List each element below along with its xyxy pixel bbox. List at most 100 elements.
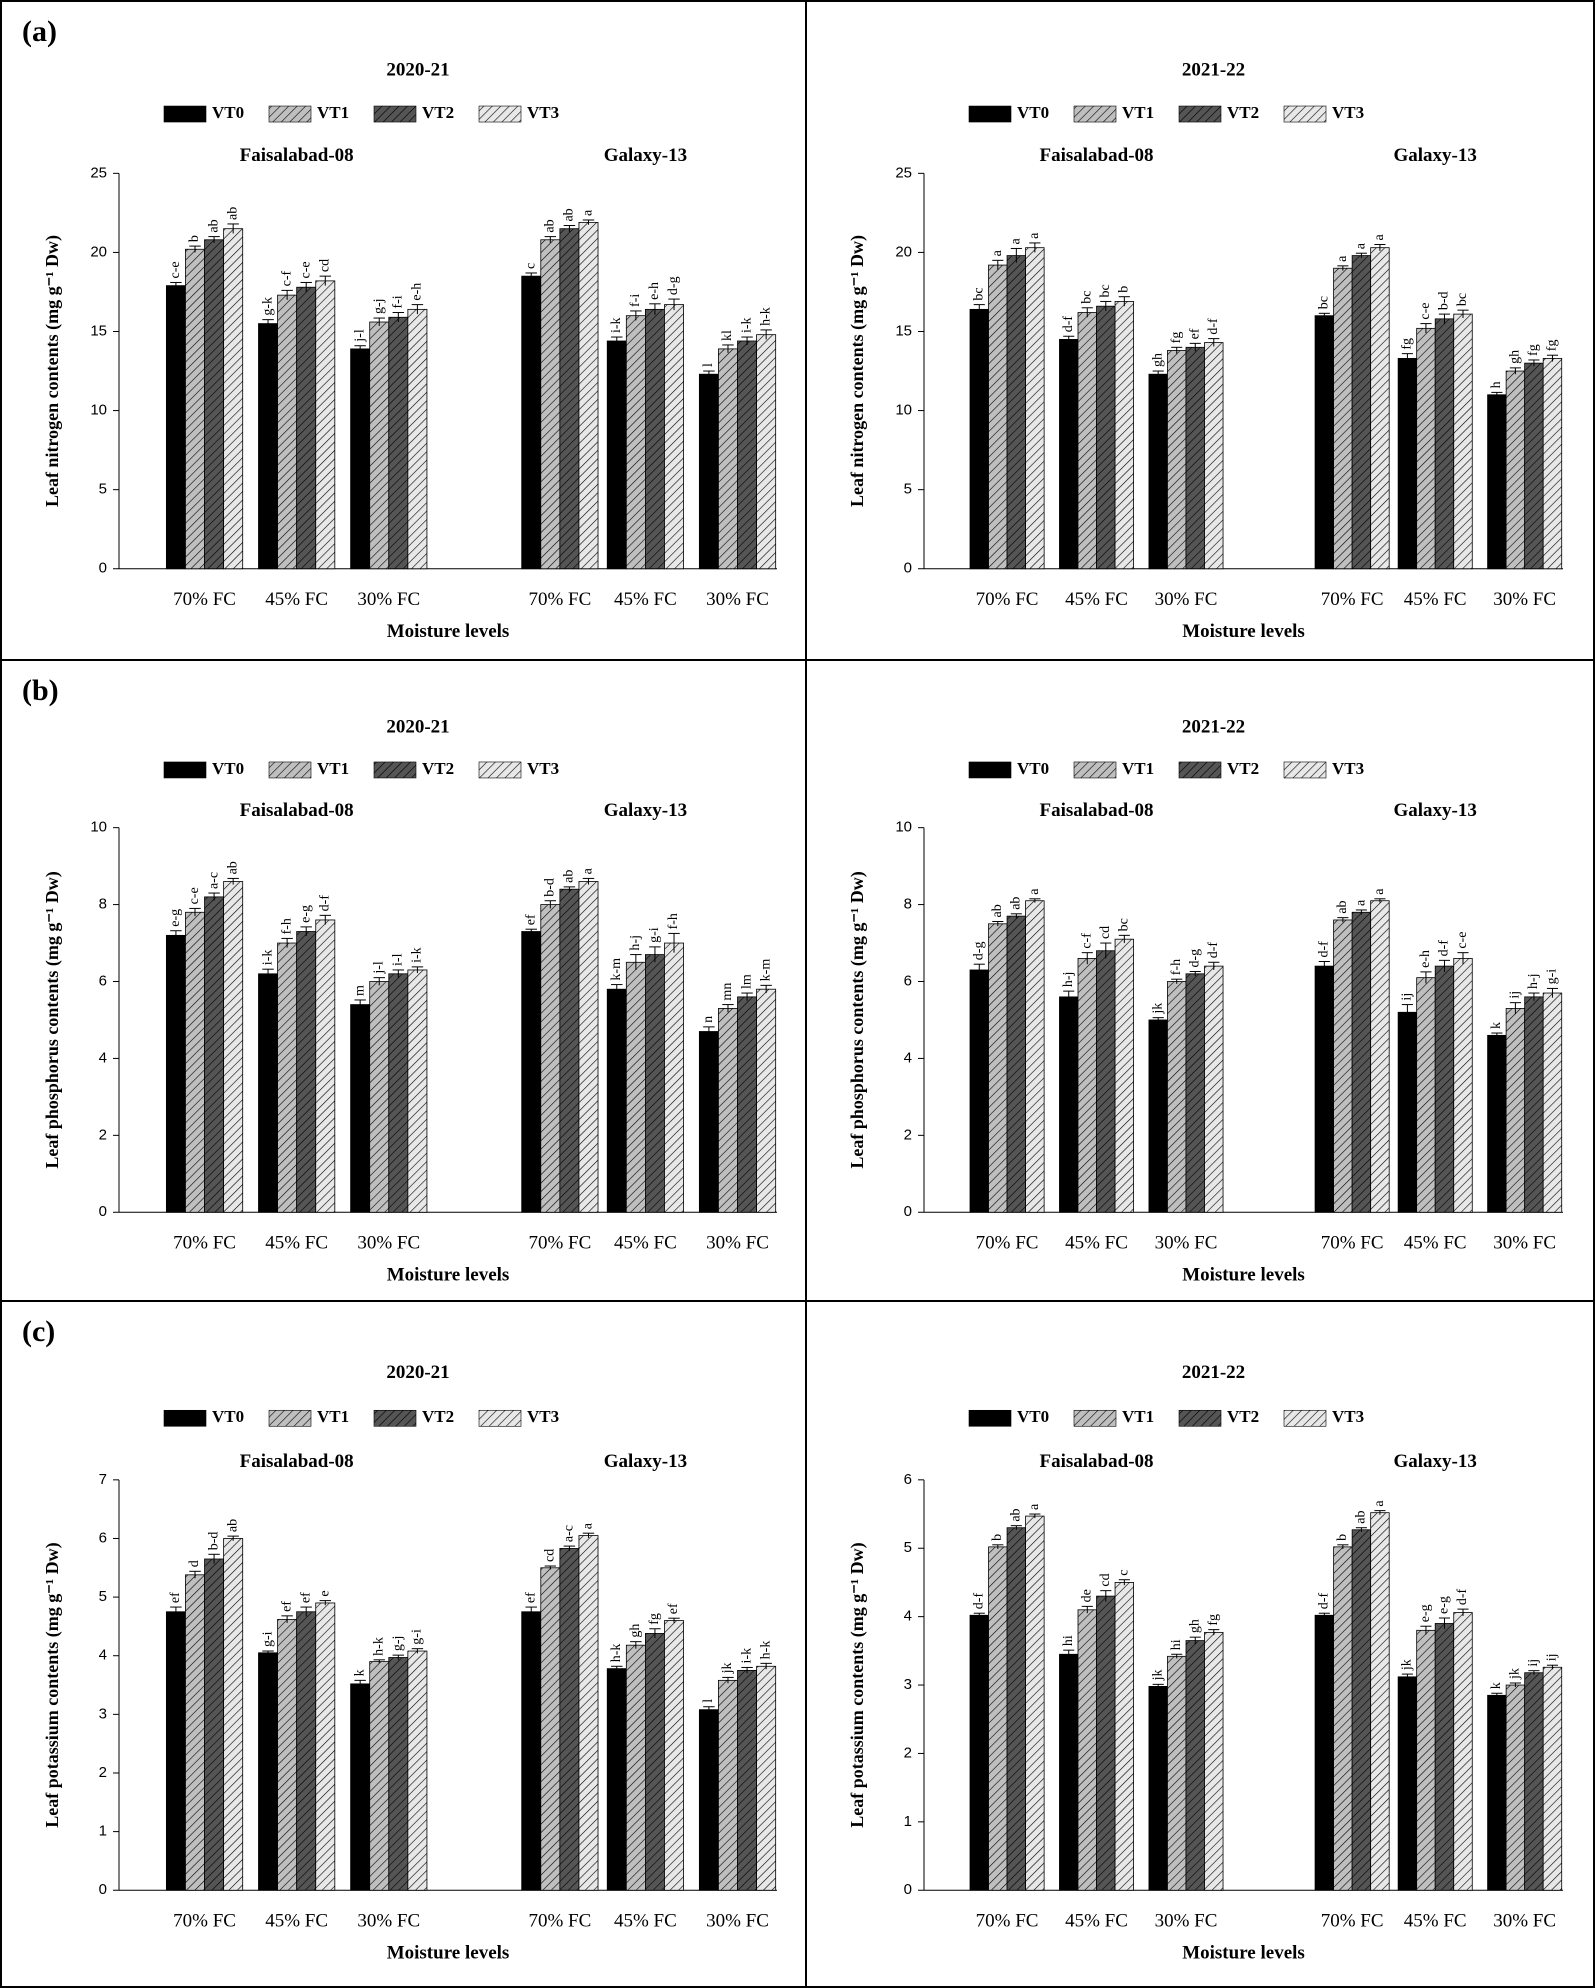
x-tick-label: 30% FC bbox=[1155, 1911, 1218, 1932]
error-bar bbox=[189, 245, 201, 253]
group-label: Faisalabad-08 bbox=[1040, 800, 1154, 821]
legend-swatch bbox=[1178, 1409, 1222, 1427]
significance-letter: ij bbox=[1400, 993, 1415, 1001]
significance-letter: d-g bbox=[971, 942, 986, 961]
group-label: Faisalabad-08 bbox=[240, 145, 354, 166]
bar bbox=[540, 239, 561, 570]
error-bar bbox=[392, 1654, 405, 1660]
y-tick-label: 20 bbox=[90, 243, 107, 260]
x-tick-label: 70% FC bbox=[173, 589, 236, 610]
y-tick-label: 0 bbox=[904, 560, 912, 577]
bar bbox=[1397, 1676, 1418, 1891]
significance-letter: fg bbox=[647, 1613, 662, 1625]
significance-letter: g-i bbox=[410, 1629, 425, 1645]
y-axis-title: Leaf phosphorus contents (mg g⁻¹ Dw) bbox=[847, 871, 868, 1168]
error-bar bbox=[544, 236, 557, 243]
bar bbox=[1370, 1512, 1390, 1891]
bar bbox=[369, 981, 390, 1213]
significance-letter: a-c bbox=[562, 1525, 577, 1542]
significance-letter: a bbox=[1027, 232, 1042, 239]
bar bbox=[1416, 977, 1436, 1213]
significance-letter: jk bbox=[720, 1663, 735, 1675]
legend-label: VT0 bbox=[212, 759, 244, 778]
error-bar bbox=[1081, 952, 1093, 965]
error-bar bbox=[189, 1570, 201, 1579]
error-bar bbox=[1029, 1513, 1041, 1519]
bar bbox=[277, 942, 298, 1213]
x-tick-label: 45% FC bbox=[1404, 1233, 1467, 1254]
y-tick-label: 2 bbox=[99, 1764, 107, 1781]
panel: (a) 2020-21 VT0 VT1 VT2 VT3 Faisalabad-08 Galax… bbox=[2, 2, 807, 661]
significance-letter: h-j bbox=[1526, 973, 1541, 989]
x-tick-label: 45% FC bbox=[1065, 1911, 1128, 1932]
error-bar bbox=[703, 370, 715, 378]
y-tick-label: 0 bbox=[99, 1203, 107, 1220]
legend-label: VT0 bbox=[212, 103, 244, 122]
panel-label: (c) bbox=[22, 1315, 55, 1348]
error-bar bbox=[300, 1606, 312, 1617]
significance-letter: d bbox=[187, 1560, 202, 1567]
significance-letter: k-m bbox=[758, 959, 773, 982]
x-tick-label: 70% FC bbox=[173, 1911, 236, 1932]
bar bbox=[1006, 915, 1027, 1213]
legend-label: VT1 bbox=[317, 1407, 349, 1426]
error-bar bbox=[411, 304, 424, 315]
error-bar bbox=[1457, 309, 1469, 319]
significance-letter: ef bbox=[523, 914, 538, 925]
bar bbox=[1370, 247, 1390, 570]
group-label: Galaxy-13 bbox=[1394, 145, 1477, 166]
bar bbox=[578, 881, 599, 1213]
significance-letter: c-e bbox=[1455, 932, 1470, 949]
bar bbox=[165, 1611, 186, 1891]
error-bar bbox=[1118, 934, 1130, 944]
error-bar bbox=[1457, 1608, 1469, 1616]
error-bar bbox=[208, 236, 220, 243]
bar bbox=[698, 373, 719, 570]
error-bar bbox=[373, 1659, 385, 1664]
significance-letter: k bbox=[352, 1669, 367, 1676]
legend-swatch bbox=[1178, 105, 1222, 123]
bar bbox=[388, 1657, 409, 1891]
significance-letter: a bbox=[581, 209, 596, 216]
significance-letter: i-k bbox=[410, 947, 425, 963]
error-bar bbox=[582, 1532, 595, 1538]
bar bbox=[223, 1538, 244, 1891]
significance-letter: i-k bbox=[739, 317, 754, 333]
significance-letter: jk bbox=[1400, 1659, 1415, 1671]
bar bbox=[1333, 1546, 1353, 1891]
bar bbox=[521, 1611, 542, 1891]
x-tick-label: 70% FC bbox=[1321, 1911, 1384, 1932]
error-bar bbox=[1401, 1004, 1413, 1020]
bar bbox=[1096, 1595, 1116, 1891]
legend-swatch bbox=[373, 105, 417, 123]
x-tick-label: 70% FC bbox=[528, 1233, 591, 1254]
y-tick-label: 3 bbox=[904, 1676, 912, 1693]
error-bar bbox=[1528, 992, 1540, 1001]
bar bbox=[1351, 911, 1372, 1213]
bar bbox=[223, 881, 244, 1213]
bar bbox=[645, 308, 665, 570]
error-bar bbox=[354, 1679, 366, 1688]
error-bar bbox=[1063, 990, 1075, 1003]
error-bar bbox=[300, 281, 312, 292]
significance-letter: f-h bbox=[279, 918, 294, 934]
error-bar bbox=[319, 1600, 332, 1606]
y-tick-label: 5 bbox=[904, 481, 912, 498]
error-bar bbox=[1438, 313, 1451, 324]
significance-letter: d-f bbox=[318, 895, 333, 912]
error-bar bbox=[392, 969, 405, 978]
significance-letter: e-g bbox=[168, 909, 183, 927]
error-bar bbox=[1491, 391, 1503, 398]
panel-label: (a) bbox=[22, 15, 57, 48]
bar bbox=[625, 961, 646, 1213]
y-axis-title: Leaf nitrogen contents (mg g⁻¹ Dw) bbox=[42, 235, 63, 507]
error-bar bbox=[1546, 1664, 1559, 1670]
chart-title: 2020-21 bbox=[386, 717, 449, 738]
error-bar bbox=[1318, 312, 1330, 319]
significance-letter: d-f bbox=[1206, 318, 1221, 335]
error-bar bbox=[1420, 1625, 1432, 1635]
error-bar bbox=[1457, 952, 1469, 965]
bar bbox=[165, 285, 186, 570]
significance-letter: a bbox=[1354, 242, 1369, 249]
bar bbox=[407, 308, 428, 570]
